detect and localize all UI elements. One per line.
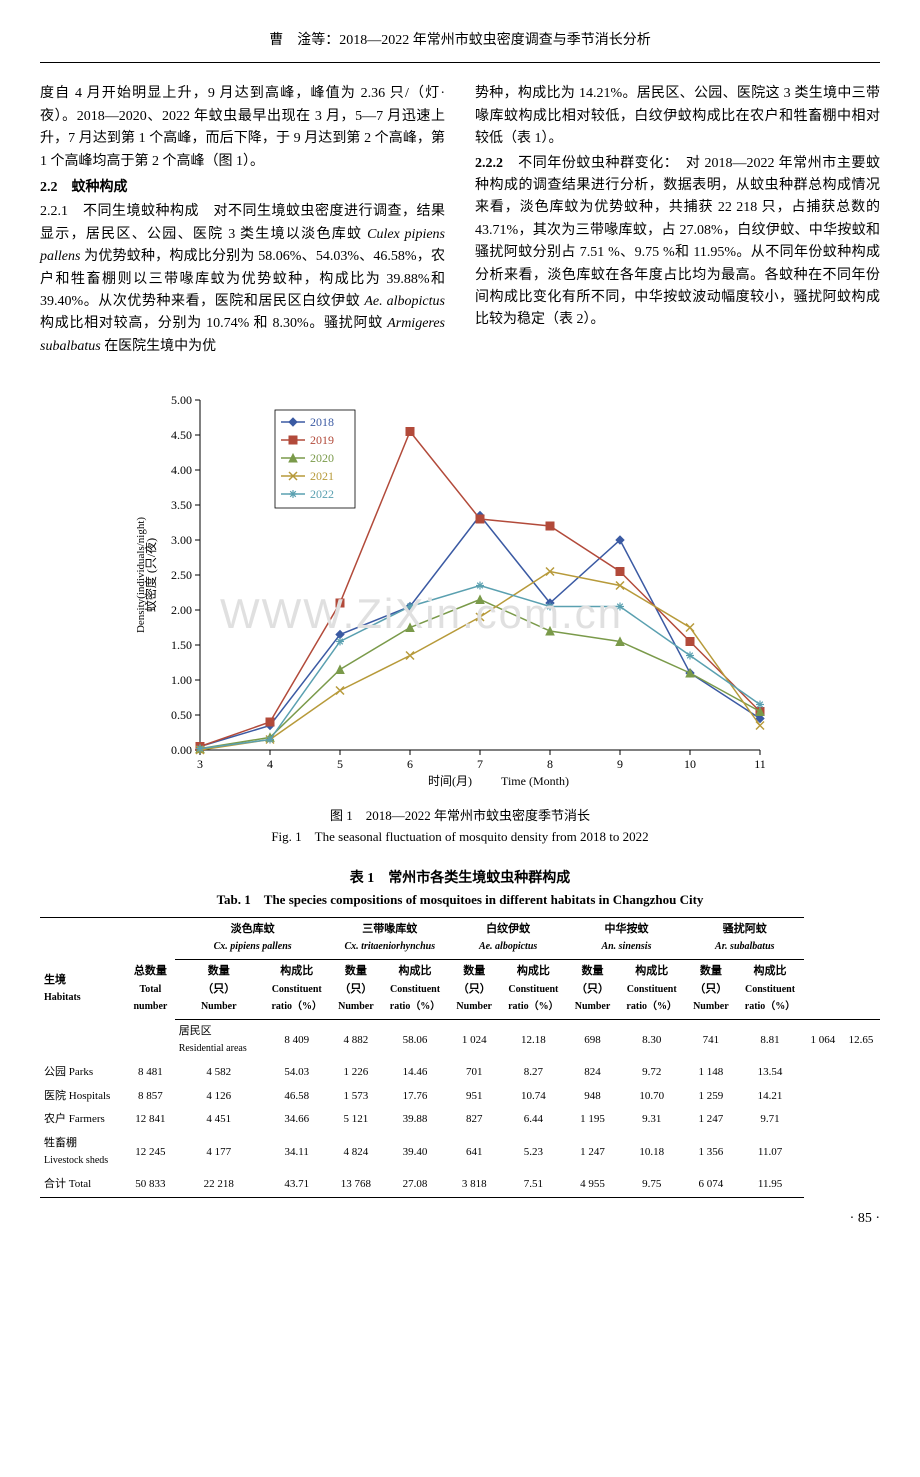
svg-text:3.50: 3.50 — [171, 498, 192, 512]
svg-text:2020: 2020 — [310, 451, 334, 465]
svg-text:5: 5 — [337, 757, 343, 771]
figure-caption-en: Fig. 1 The seasonal fluctuation of mosqu… — [120, 827, 800, 848]
line-chart: 0.00 0.50 1.00 1.50 2.00 2.50 3.00 3.50 4.00 4.50… — [130, 380, 790, 800]
figure-1: 0.00 0.50 1.00 1.50 2.00 2.50 3.00 3.50 4.00 4.50… — [120, 380, 800, 848]
para: 度自 4 月开始明显上升，9 月达到高峰，峰值为 2.36 只/（灯·夜）。20… — [40, 83, 445, 173]
svg-text:2019: 2019 — [310, 433, 334, 447]
svg-text:Density(individuals/night): Density(individuals/night) — [135, 517, 147, 633]
svg-text:8: 8 — [547, 757, 553, 771]
text: 不同年份蚊虫种群变化： 对 2018—2022 年常州市主要蚊种构成的调查结果进… — [475, 156, 880, 328]
svg-text:1.00: 1.00 — [171, 673, 192, 687]
section-heading-2-2: 2.2 蚊种构成 — [40, 177, 445, 199]
svg-text:2.50: 2.50 — [171, 568, 192, 582]
svg-text:2022: 2022 — [310, 487, 334, 501]
text: 构成比相对较高，分别为 10.74% 和 8.30%。骚扰阿蚊 — [40, 316, 387, 331]
svg-text:5.00: 5.00 — [171, 393, 192, 407]
figure-caption-cn: 图 1 2018—2022 年常州市蚊虫密度季节消长 — [120, 806, 800, 827]
right-column: 势种，构成比为 14.21%。居民区、公园、医院这 3 类生境中三带喙库蚊构成比… — [475, 83, 880, 360]
para: 势种，构成比为 14.21%。居民区、公园、医院这 3 类生境中三带喙库蚊构成比… — [475, 83, 880, 150]
page-header: 曹 淦等：2018—2022 年常州市蚊虫密度调查与季节消长分析 — [40, 30, 880, 63]
svg-text:9: 9 — [617, 757, 623, 771]
svg-text:4.50: 4.50 — [171, 428, 192, 442]
table-1: 生境Habitats总数量Totalnumber淡色库蚊Cx. pipiens … — [40, 917, 880, 1198]
svg-text:2.00: 2.00 — [171, 603, 192, 617]
left-column: 度自 4 月开始明显上升，9 月达到高峰，峰值为 2.36 只/（灯·夜）。20… — [40, 83, 445, 360]
svg-text:Time (Month): Time (Month) — [501, 774, 569, 788]
svg-text:11: 11 — [754, 757, 766, 771]
svg-text:0.50: 0.50 — [171, 708, 192, 722]
svg-text:7: 7 — [477, 757, 483, 771]
svg-text:2018: 2018 — [310, 415, 334, 429]
para-2-2-1: 2.2.1 不同生境蚊种构成 对不同生境蚊虫密度进行调查，结果显示，居民区、公园… — [40, 201, 445, 358]
svg-text:0.00: 0.00 — [171, 743, 192, 757]
svg-text:6: 6 — [407, 757, 413, 771]
table-title-cn: 表 1 常州市各类生境蚊虫种群构成 — [40, 868, 880, 890]
svg-text:4: 4 — [267, 757, 273, 771]
table-title-en: Tab. 1 The species compositions of mosqu… — [40, 890, 880, 911]
svg-text:3.00: 3.00 — [171, 533, 192, 547]
para-2-2-2: 2.2.2 不同年份蚊虫种群变化： 对 2018—2022 年常州市主要蚊种构成… — [475, 153, 880, 332]
svg-text:4.00: 4.00 — [171, 463, 192, 477]
two-column-body: 度自 4 月开始明显上升，9 月达到高峰，峰值为 2.36 只/（灯·夜）。20… — [40, 83, 880, 360]
svg-text:3: 3 — [197, 757, 203, 771]
svg-text:1.50: 1.50 — [171, 638, 192, 652]
svg-text:10: 10 — [684, 757, 696, 771]
latin-name: Ae. albopictus — [364, 294, 445, 309]
svg-text:2021: 2021 — [310, 469, 334, 483]
svg-text:时间(月): 时间(月) — [428, 774, 472, 788]
page-number: · 85 · — [40, 1208, 880, 1230]
text: 在医院生境中为优 — [101, 339, 217, 354]
